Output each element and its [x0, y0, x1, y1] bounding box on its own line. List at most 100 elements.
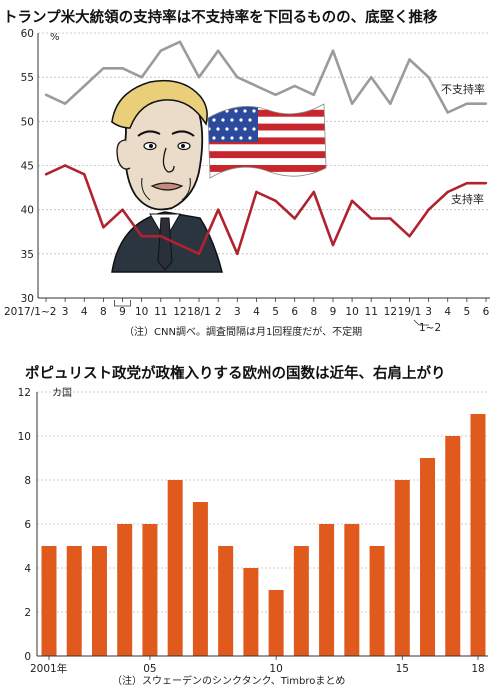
y-tick-label: 2 — [24, 607, 31, 619]
x-tick-label: 11 — [365, 306, 378, 318]
approval-point — [255, 190, 258, 194]
line-chart: トランプ米大統領の支持率は不支持率を下回るものの、底堅く推移 % 3035404… — [3, 8, 490, 338]
y-tick-label: 30 — [21, 293, 34, 305]
approval-point — [159, 234, 162, 238]
flag-star — [252, 127, 256, 131]
disapproval-point — [484, 102, 488, 105]
approval-point — [484, 181, 488, 185]
flag-star — [212, 100, 215, 103]
flag-star — [225, 127, 229, 131]
x-tick-label: 18/1 — [187, 306, 211, 318]
y-tick-label: 40 — [21, 205, 34, 217]
disapproval-point — [331, 49, 335, 52]
disapproval-point — [255, 84, 258, 88]
flag-star — [208, 109, 211, 113]
flag-star — [230, 100, 233, 103]
disapproval-point — [274, 93, 277, 97]
approval-point — [389, 217, 392, 220]
series-label-disapproval: 不支持率 — [441, 82, 485, 96]
disapproval-point — [159, 49, 162, 52]
approval-point — [102, 226, 105, 229]
flag-star — [234, 109, 238, 113]
approval-point — [236, 252, 239, 256]
trump-illustration — [111, 79, 223, 273]
x-tick-label: 3 — [234, 306, 241, 318]
flag-stripe — [200, 179, 330, 186]
bar — [192, 502, 208, 656]
flag-star — [212, 136, 216, 140]
flag-stripe — [208, 109, 326, 117]
bar-chart-y-axis: 0 2 4 6 8 10 12 — [18, 387, 38, 663]
bar — [243, 568, 259, 656]
disapproval-line — [45, 40, 486, 114]
flag-star — [221, 136, 225, 140]
approval-point — [370, 217, 373, 220]
x-tick-label: 05 — [143, 663, 156, 675]
disapproval-point — [140, 75, 143, 79]
y-tick-label: 12 — [18, 387, 31, 399]
disapproval-point — [63, 102, 67, 105]
bar — [445, 436, 461, 656]
x-tick-label: 19/1 — [398, 306, 422, 318]
disapproval-point — [178, 40, 182, 44]
flag-stripe — [208, 123, 326, 131]
x-label-extra: 1~2 — [419, 322, 441, 334]
flag-star — [221, 118, 225, 122]
disapproval-point — [465, 102, 469, 105]
y-tick-label: 35 — [21, 249, 34, 261]
disapproval-point — [83, 84, 86, 88]
flag-stripe — [208, 165, 326, 172]
flag-star — [239, 136, 243, 140]
x-tick-label: 9 — [119, 306, 126, 318]
approval-point — [121, 208, 124, 211]
approval-line — [45, 164, 486, 256]
approval-point — [350, 199, 354, 203]
bar — [218, 546, 234, 656]
y-tick-label: 45 — [21, 161, 34, 173]
flag-star — [216, 127, 220, 131]
disapproval-point — [293, 84, 296, 88]
disapproval-point — [389, 102, 392, 105]
bar — [268, 590, 284, 656]
bar-chart-x-axis: 2001年 05 10 15 18 — [30, 656, 485, 675]
disapproval-point — [427, 75, 430, 79]
x-tick-label: 10 — [345, 306, 358, 318]
x-tick-label: 2 — [215, 306, 222, 318]
bar — [470, 414, 486, 656]
bar — [369, 546, 385, 656]
disapproval-point — [236, 75, 239, 79]
x-tick-label: 2017/1~2 — [4, 306, 56, 318]
y-tick-label: 60 — [21, 28, 34, 40]
x-tick-label: 10 — [135, 306, 148, 318]
y-tick-label: 4 — [24, 563, 31, 575]
line-chart-series — [44, 40, 488, 256]
bar — [394, 480, 410, 656]
approval-point — [44, 173, 48, 176]
approval-point — [446, 190, 449, 194]
bar — [319, 524, 335, 656]
x-tick-label: 12 — [173, 306, 186, 318]
y-tick-label: 6 — [24, 519, 31, 531]
bar — [41, 546, 57, 656]
x-tick-label: 3 — [62, 306, 69, 318]
bar — [142, 524, 158, 656]
disapproval-point — [121, 67, 124, 70]
disapproval-point — [408, 58, 411, 61]
flag-star — [243, 127, 247, 131]
flag-star — [230, 136, 234, 140]
x-tick-label: 4 — [253, 306, 260, 318]
x-tick-label: 18 — [471, 663, 484, 675]
flag-star — [248, 136, 252, 140]
approval-point — [465, 181, 469, 185]
bar-chart-title: ポピュリスト政党が政権入りする欧州の国数は近年、右肩上がり — [25, 364, 446, 382]
disapproval-point — [370, 75, 373, 79]
flag-star — [230, 118, 234, 122]
bar — [91, 546, 107, 656]
x-tick-label: 8 — [310, 306, 317, 318]
x-tick-label: 10 — [269, 663, 282, 675]
flag-stripe — [200, 96, 330, 103]
bar — [344, 524, 360, 656]
approval-point — [83, 173, 86, 176]
bar — [293, 546, 309, 656]
flag-star — [234, 127, 238, 131]
